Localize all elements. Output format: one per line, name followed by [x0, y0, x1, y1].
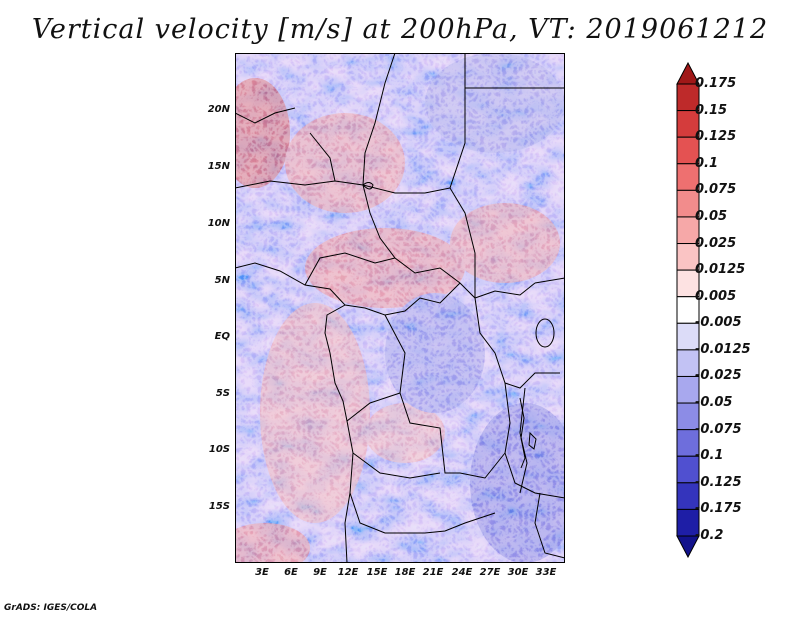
lat-label-5n: 5N [214, 275, 230, 286]
colorbar-label: -0.175 [695, 501, 742, 517]
lon-label-6e: 6E [284, 567, 298, 578]
colorbar-label: -0.005 [695, 315, 742, 331]
colorbar [676, 62, 700, 558]
colorbar-label: -0.05 [695, 395, 733, 411]
lon-label-3e: 3E [255, 567, 269, 578]
colorbar-label: 0.075 [695, 182, 737, 198]
colorbar-label: 0.05 [695, 208, 728, 224]
colorbar-label: -0.075 [695, 421, 742, 437]
colorbar-label: 0.0125 [695, 262, 746, 278]
lon-label-21e: 21E [422, 567, 444, 578]
lat-label-eq: EQ [214, 331, 230, 342]
colorbar-bottom-arrow [676, 535, 700, 558]
colorbar-label: -0.025 [695, 368, 742, 384]
lat-label-10s: 10S [208, 444, 230, 455]
footer-credit: GrADS: IGES/COLA [4, 603, 98, 613]
lon-label-15e: 15E [366, 567, 388, 578]
colorbar-label: 0.125 [695, 129, 737, 145]
lon-label-9e: 9E [313, 567, 327, 578]
lon-label-30e: 30E [507, 567, 529, 578]
lon-label-24e: 24E [451, 567, 473, 578]
lat-label-15s: 15S [208, 501, 230, 512]
map-panel [235, 53, 565, 563]
colorbar-label: 0.175 [695, 76, 737, 91]
colorbar-label: -0.2 [695, 528, 724, 543]
colorbar-label: 0.005 [695, 288, 737, 304]
colorbar-label: 0.1 [695, 155, 719, 171]
lon-label-27e: 27E [479, 567, 501, 578]
colorbar-label: 0.025 [695, 235, 737, 251]
lon-label-12e: 12E [337, 567, 359, 578]
lat-label-10n: 10N [207, 218, 230, 229]
lat-label-5s: 5S [215, 388, 230, 399]
colorbar-label: -0.125 [695, 474, 742, 490]
colorbar-label: -0.1 [695, 448, 724, 464]
plot-title: Vertical velocity [m/s] at 200hPa, VT: 2… [31, 14, 769, 45]
lon-label-18e: 18E [394, 567, 416, 578]
colorbar-label: -0.0125 [695, 341, 751, 357]
colorbar-label: 0.15 [695, 102, 728, 118]
lon-label-33e: 33E [535, 567, 557, 578]
lat-label-15n: 15N [207, 161, 230, 172]
lat-label-20n: 20N [207, 104, 230, 115]
